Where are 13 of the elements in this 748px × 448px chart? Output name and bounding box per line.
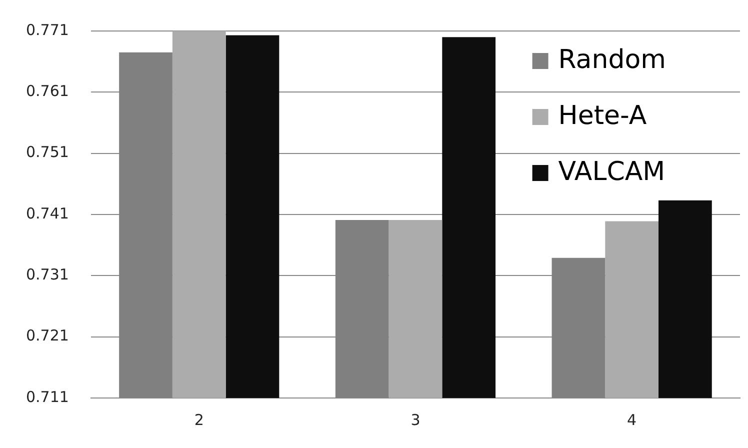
x-tick-label: 3 (410, 410, 420, 429)
y-tick-label: 0.741 (26, 204, 69, 222)
y-tick-label: 0.731 (26, 266, 69, 284)
legend-label: VALCAM (558, 156, 666, 187)
y-tick-label: 0.721 (26, 326, 69, 345)
y-tick-label: 0.711 (26, 388, 69, 406)
x-tick-label: 4 (627, 410, 637, 429)
x-tick-label: 2 (194, 410, 204, 429)
legend-label: Hete-A (558, 100, 647, 131)
y-tick-label: 0.751 (26, 143, 69, 162)
y-tick-label: 0.771 (26, 20, 69, 39)
y-tick-label: 0.761 (26, 82, 69, 100)
legend-label: Random (558, 44, 666, 75)
